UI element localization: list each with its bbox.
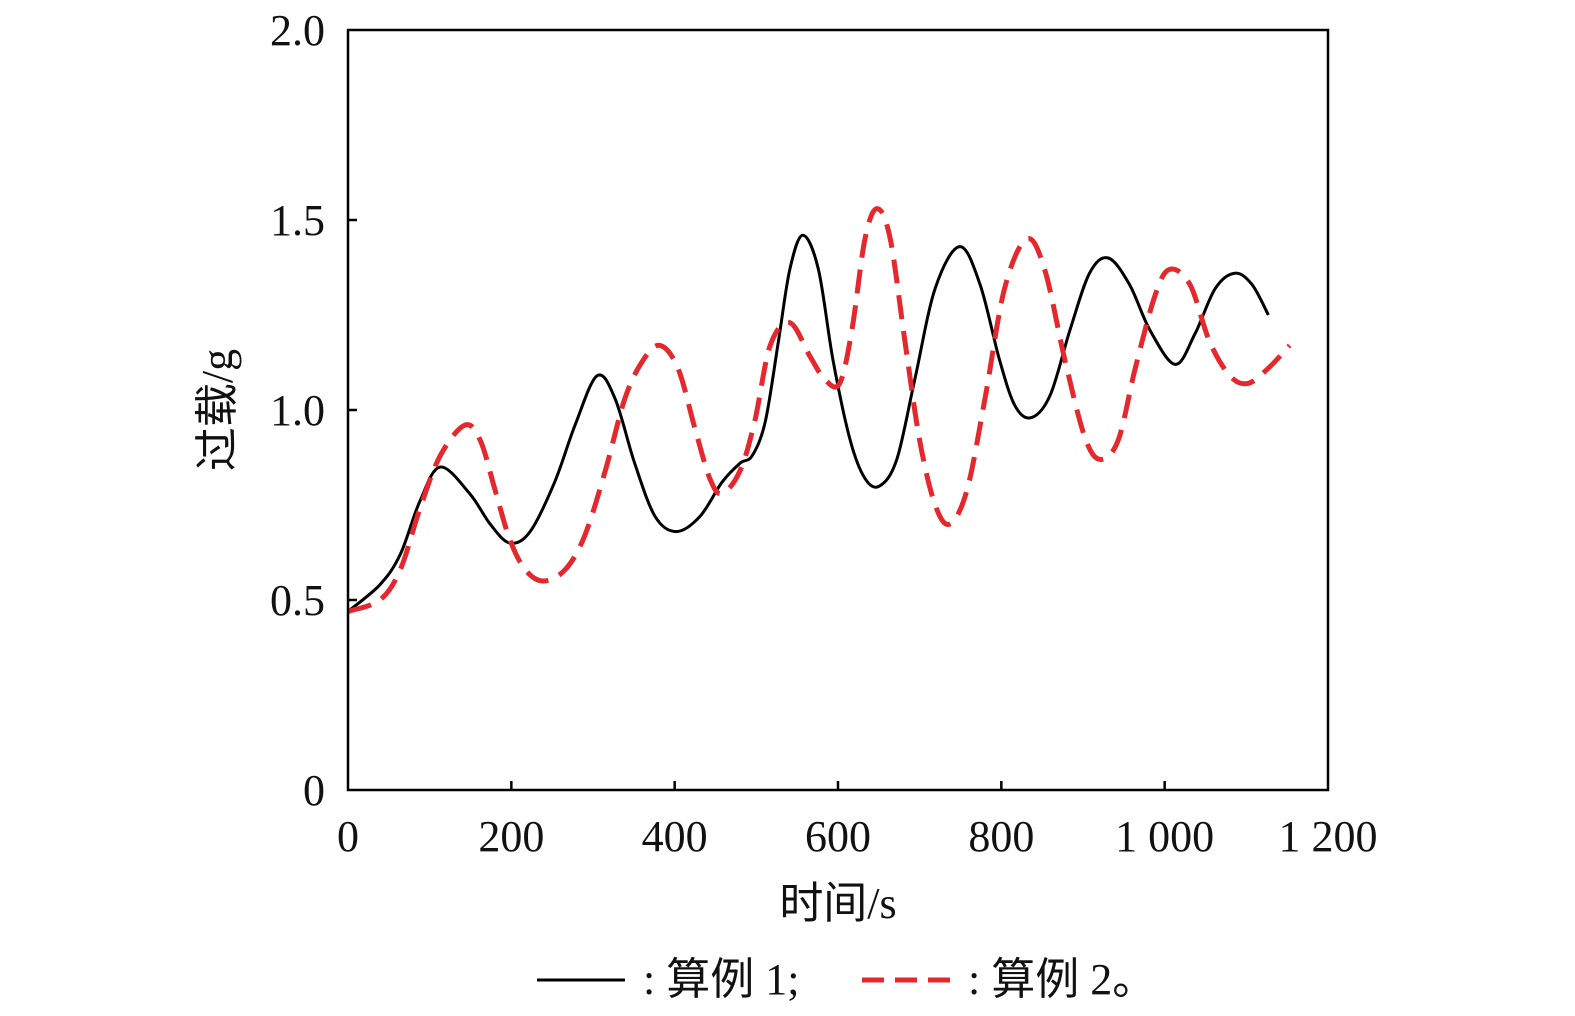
x-axis: 0 200 400 600 800 1 000 1 200: [337, 781, 1378, 861]
x-tick-label: 400: [642, 812, 708, 861]
legend-series-name: 算例 2: [991, 955, 1113, 1004]
series-group: [347, 206, 1292, 614]
x-tick-label: 600: [805, 812, 871, 861]
legend-suffix: ;: [787, 955, 800, 1004]
legend-item-series-2: : 算例 2。: [862, 952, 1156, 1008]
legend-swatch-solid-line: [537, 978, 625, 982]
y-tick-label: 0.5: [270, 576, 325, 625]
legend-item-series-1: : 算例 1;: [537, 952, 799, 1008]
y-tick-label: 1.5: [270, 196, 325, 245]
plot-frame: [346, 28, 1330, 792]
legend-series-name: 算例 1: [666, 955, 788, 1004]
legend-prefix: :: [968, 955, 992, 1004]
x-tick-label: 1 200: [1279, 812, 1378, 861]
legend-suffix: 。: [1112, 955, 1157, 1004]
y-tick-label: 0: [303, 766, 325, 815]
x-tick-label: 200: [478, 812, 544, 861]
y-axis-title: 过载/g: [193, 349, 242, 471]
x-axis-title: 时间/s: [779, 879, 896, 928]
legend-label: : 算例 1;: [643, 952, 799, 1008]
x-tick-label: 800: [968, 812, 1034, 861]
y-tick-label: 2.0: [270, 6, 325, 55]
legend-label: : 算例 2。: [968, 952, 1156, 1008]
legend-swatch-dashed-line: [862, 977, 950, 983]
y-tick-label: 1.0: [270, 386, 325, 435]
y-axis: 0 0.5 1.0 1.5 2.0: [270, 6, 357, 815]
series-line-1: [347, 233, 1270, 613]
x-tick-label: 0: [337, 812, 359, 861]
legend-prefix: :: [643, 955, 667, 1004]
x-tick-label: 1 000: [1115, 812, 1214, 861]
series-line-2: [347, 206, 1292, 614]
